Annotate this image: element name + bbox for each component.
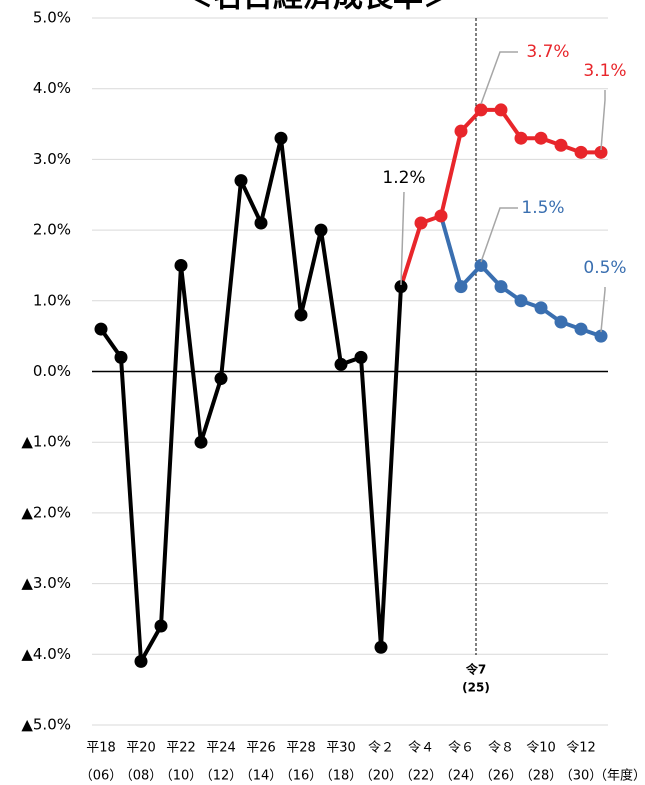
leader-line — [480, 51, 518, 105]
series-marker — [414, 216, 428, 230]
x-tick-year: （22） — [400, 769, 443, 784]
x-tick-year: （18） — [320, 769, 363, 784]
x-tick-year: （08） — [120, 769, 163, 784]
leader-line — [480, 207, 518, 263]
series-marker — [454, 280, 468, 294]
x-tick-label: 平24 — [206, 741, 236, 756]
series-marker — [534, 301, 548, 315]
series-line — [399, 107, 601, 288]
series-marker — [554, 138, 568, 152]
y-tick-label: 2.0% — [33, 221, 71, 239]
series-marker — [574, 145, 588, 159]
series-marker — [194, 435, 208, 449]
x-tick-year: （20） — [360, 769, 403, 784]
series-marker — [474, 103, 488, 117]
y-tick-label: ▲4.0% — [21, 645, 71, 663]
y-tick-label: 4.0% — [33, 79, 71, 97]
x-tick-year: （12） — [200, 769, 243, 784]
series-marker — [234, 174, 248, 188]
series-marker — [594, 145, 608, 159]
series-marker — [94, 322, 108, 336]
x-tick-year: （16） — [280, 769, 323, 784]
x-tick-year: （28） — [520, 769, 563, 784]
y-tick-label: 5.0% — [33, 9, 71, 27]
series-marker — [374, 640, 388, 654]
x-tick-year: （30） — [560, 769, 603, 784]
series-marker — [254, 216, 268, 230]
x-tick-label: 平20 — [126, 741, 156, 756]
series-marker — [214, 372, 228, 386]
x-tick-label: 令10 — [526, 741, 556, 756]
x-tick-label: 令６ — [448, 741, 474, 756]
series-line — [439, 215, 602, 339]
annotation: 1.5% — [521, 198, 564, 218]
annotation: 1.2% — [382, 168, 425, 188]
x-tick-label: 平22 — [166, 741, 196, 756]
x-tick-year: （24） — [440, 769, 483, 784]
series-marker — [514, 131, 528, 145]
x-tick-year: （06） — [80, 769, 123, 784]
series-marker — [174, 258, 188, 272]
x-tick-label: 平28 — [286, 741, 316, 756]
series-marker — [294, 308, 308, 322]
annotation: 3.1% — [583, 61, 626, 81]
x-tick-label: 令12 — [566, 741, 596, 756]
y-tick-label: 3.0% — [33, 150, 71, 168]
series-marker — [434, 209, 448, 223]
annotation: 3.7% — [526, 42, 569, 62]
y-tick-label: ▲2.0% — [21, 503, 71, 521]
series-marker — [494, 103, 508, 117]
leader-line — [600, 90, 606, 151]
series-marker — [134, 654, 148, 668]
series-marker — [154, 619, 168, 633]
x-tick-year: （14） — [240, 769, 283, 784]
x-tick-label: 令８ — [488, 741, 514, 756]
series-marker — [514, 294, 528, 308]
series-marker — [274, 131, 288, 145]
series-marker — [114, 350, 128, 364]
y-tick-label: ▲1.0% — [21, 433, 71, 451]
x-tick-label: 令２ — [368, 741, 394, 756]
x-axis-label: （年度） — [594, 768, 645, 784]
series-marker — [554, 315, 568, 329]
annotation: 0.5% — [583, 258, 626, 278]
x-tick-label: 平18 — [86, 741, 116, 756]
y-tick-label: ▲3.0% — [21, 574, 71, 592]
marker-label: (25) — [462, 681, 490, 695]
series-marker — [574, 322, 588, 336]
series-marker — [314, 223, 328, 237]
series-marker — [354, 350, 368, 364]
y-tick-label: 1.0% — [33, 291, 71, 309]
leader-line — [600, 287, 606, 333]
x-tick-label: 令４ — [408, 741, 434, 756]
series-line — [99, 136, 403, 664]
series-marker — [394, 280, 408, 294]
x-tick-year: （26） — [480, 769, 523, 784]
series-marker — [474, 258, 488, 272]
y-tick-label: ▲5.0% — [21, 716, 71, 734]
series-marker — [594, 329, 608, 343]
y-tick-label: 0.0% — [33, 362, 71, 380]
chart-title: ＜名目経済成長率＞ — [183, 0, 453, 15]
marker-label: 令7 — [465, 662, 486, 677]
x-tick-label: 平26 — [246, 741, 276, 756]
series-marker — [534, 131, 548, 145]
series-marker — [494, 280, 508, 294]
x-tick-label: 平30 — [326, 741, 356, 756]
x-tick-year: （10） — [160, 769, 203, 784]
series-marker — [454, 124, 468, 138]
leader-line — [400, 191, 405, 286]
series-marker — [334, 357, 348, 371]
